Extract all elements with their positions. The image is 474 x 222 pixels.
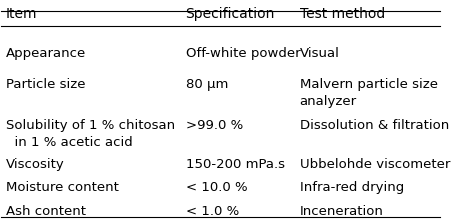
- Text: Ash content: Ash content: [6, 205, 86, 218]
- Text: Test method: Test method: [300, 7, 385, 21]
- Text: Dissolution & filtration: Dissolution & filtration: [300, 119, 449, 132]
- Text: Item: Item: [6, 7, 37, 21]
- Text: Appearance: Appearance: [6, 47, 86, 60]
- Text: 80 μm: 80 μm: [185, 78, 228, 91]
- Text: Moisture content: Moisture content: [6, 181, 118, 194]
- Text: Ubbelohde viscometer: Ubbelohde viscometer: [300, 158, 450, 171]
- Text: Specification: Specification: [185, 7, 275, 21]
- Text: Infra-red drying: Infra-red drying: [300, 181, 404, 194]
- Text: < 10.0 %: < 10.0 %: [185, 181, 247, 194]
- Text: Viscosity: Viscosity: [6, 158, 64, 171]
- Text: >99.0 %: >99.0 %: [185, 119, 243, 132]
- Text: Inceneration: Inceneration: [300, 205, 383, 218]
- Text: Visual: Visual: [300, 47, 339, 60]
- Text: Off-white powder: Off-white powder: [185, 47, 300, 60]
- Text: 150-200 mPa.s: 150-200 mPa.s: [185, 158, 284, 171]
- Text: Malvern particle size
analyzer: Malvern particle size analyzer: [300, 78, 438, 108]
- Text: < 1.0 %: < 1.0 %: [185, 205, 239, 218]
- Text: Particle size: Particle size: [6, 78, 85, 91]
- Text: Solubility of 1 % chitosan
  in 1 % acetic acid: Solubility of 1 % chitosan in 1 % acetic…: [6, 119, 175, 149]
